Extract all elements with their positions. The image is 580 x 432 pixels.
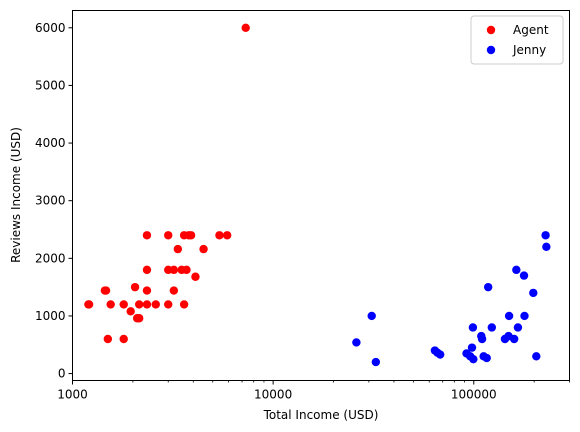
data-point-agent: [119, 334, 128, 344]
data-point-jenny: [542, 242, 551, 251]
data-point-agent: [164, 300, 173, 309]
data-point-jenny: [469, 354, 478, 364]
data-point-agent: [142, 286, 152, 295]
data-point-agent: [151, 300, 160, 309]
data-point-agent: [135, 314, 144, 323]
data-point-agent: [135, 300, 144, 309]
y-axis-label: Reviews Income (USD): [9, 127, 23, 263]
data-point-jenny: [467, 343, 477, 352]
y-tick-label: 4000: [35, 136, 66, 150]
x-axis-label: Total Income (USD): [263, 408, 379, 422]
data-point-agent: [215, 231, 224, 240]
data-point-jenny: [519, 271, 529, 280]
data-point-agent: [142, 300, 152, 309]
y-tick-label: 2000: [35, 251, 66, 265]
data-point-jenny: [435, 350, 445, 359]
data-point-agent: [169, 286, 179, 295]
y-tick-label: 1000: [35, 309, 66, 323]
data-point-agent: [142, 231, 152, 240]
plot-frame: [72, 10, 570, 381]
y-tick-label: 6000: [35, 21, 66, 35]
data-point-jenny: [529, 288, 538, 298]
data-point-jenny: [513, 323, 523, 332]
data-point-jenny: [541, 231, 550, 240]
data-point-jenny: [352, 338, 361, 347]
data-point-agent: [103, 334, 113, 344]
data-point-jenny: [509, 334, 519, 344]
y-tick-label: 0: [58, 367, 66, 381]
data-point-jenny: [487, 323, 497, 332]
data-point-agent: [186, 231, 196, 240]
data-point-jenny: [512, 265, 521, 275]
data-point-agent: [142, 265, 152, 275]
data-point-jenny: [532, 352, 541, 361]
plot-area: [72, 10, 570, 381]
data-point-agent: [130, 282, 140, 292]
data-point-jenny: [520, 311, 529, 321]
data-point-agent: [101, 286, 111, 295]
legend-label-jenny: Jenny: [512, 43, 546, 57]
data-point-agent: [164, 231, 173, 240]
legend: Agent Jenny: [470, 15, 564, 65]
data-point-agent: [169, 265, 179, 275]
data-point-agent: [182, 265, 191, 275]
data-point-jenny: [371, 357, 381, 367]
data-point-agent: [179, 300, 189, 309]
data-point-agent: [241, 23, 250, 32]
y-tick-label: 5000: [35, 78, 66, 92]
y-tick-label: 3000: [35, 194, 66, 208]
data-point-agent: [191, 272, 200, 281]
data-point-agent: [84, 300, 94, 309]
data-point-jenny: [483, 282, 493, 292]
data-point-jenny: [468, 323, 478, 332]
legend-marker-agent: [486, 25, 496, 35]
data-point-agent: [106, 300, 115, 309]
data-point-agent: [222, 231, 232, 240]
data-point-jenny: [504, 311, 514, 321]
x-tick-label: 10000: [254, 388, 292, 402]
data-point-agent: [199, 244, 208, 254]
data-point-agent: [126, 307, 135, 316]
data-points: [84, 23, 551, 367]
data-point-jenny: [482, 353, 491, 363]
data-point-jenny: [367, 311, 376, 321]
data-point-agent: [173, 244, 183, 254]
legend-label-agent: Agent: [513, 23, 549, 37]
x-tick-label: 100000: [451, 388, 497, 402]
data-point-agent: [119, 300, 128, 309]
x-tick-label: 1000: [57, 388, 88, 402]
data-point-jenny: [477, 334, 487, 344]
legend-marker-jenny: [486, 45, 496, 55]
